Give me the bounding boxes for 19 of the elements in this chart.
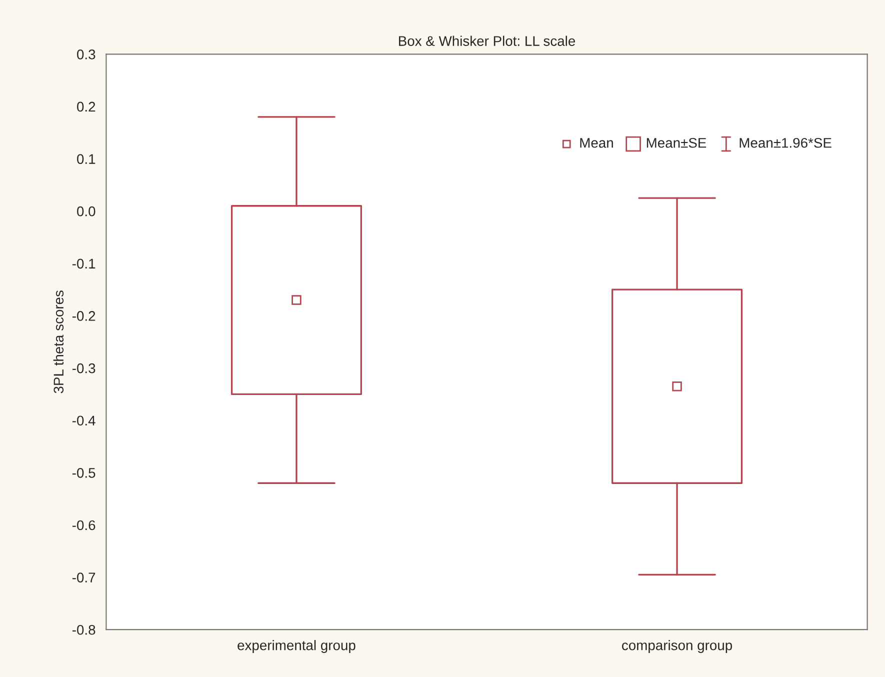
- y-tick-label: -0.1: [72, 258, 96, 269]
- y-tick-label: -0.6: [72, 520, 96, 530]
- x-tick-label: comparison group: [622, 640, 732, 653]
- x-tick-label: experimental group: [238, 640, 356, 653]
- y-tick-label: 0.3: [77, 49, 96, 60]
- y-tick-label: 0.2: [77, 102, 96, 112]
- y-axis-title: 3PL theta scores: [53, 290, 64, 394]
- annotation: Mean: [580, 138, 613, 148]
- y-tick-label: -0.5: [72, 468, 96, 478]
- y-tick-label: -0.3: [72, 363, 96, 374]
- annotation: Mean±SE: [646, 138, 706, 148]
- y-tick-label: 0.1: [77, 154, 96, 164]
- chart-title: Box & Whisker Plot: LL scale: [398, 36, 576, 46]
- y-tick-label: -0.4: [72, 416, 96, 426]
- y-tick-label: 0.0: [77, 206, 96, 216]
- y-tick-label: -0.7: [72, 572, 96, 582]
- annotation: Mean±1.96*SE: [740, 138, 832, 148]
- y-tick-label: -0.8: [72, 624, 96, 635]
- y-tick-label: -0.2: [72, 311, 96, 321]
